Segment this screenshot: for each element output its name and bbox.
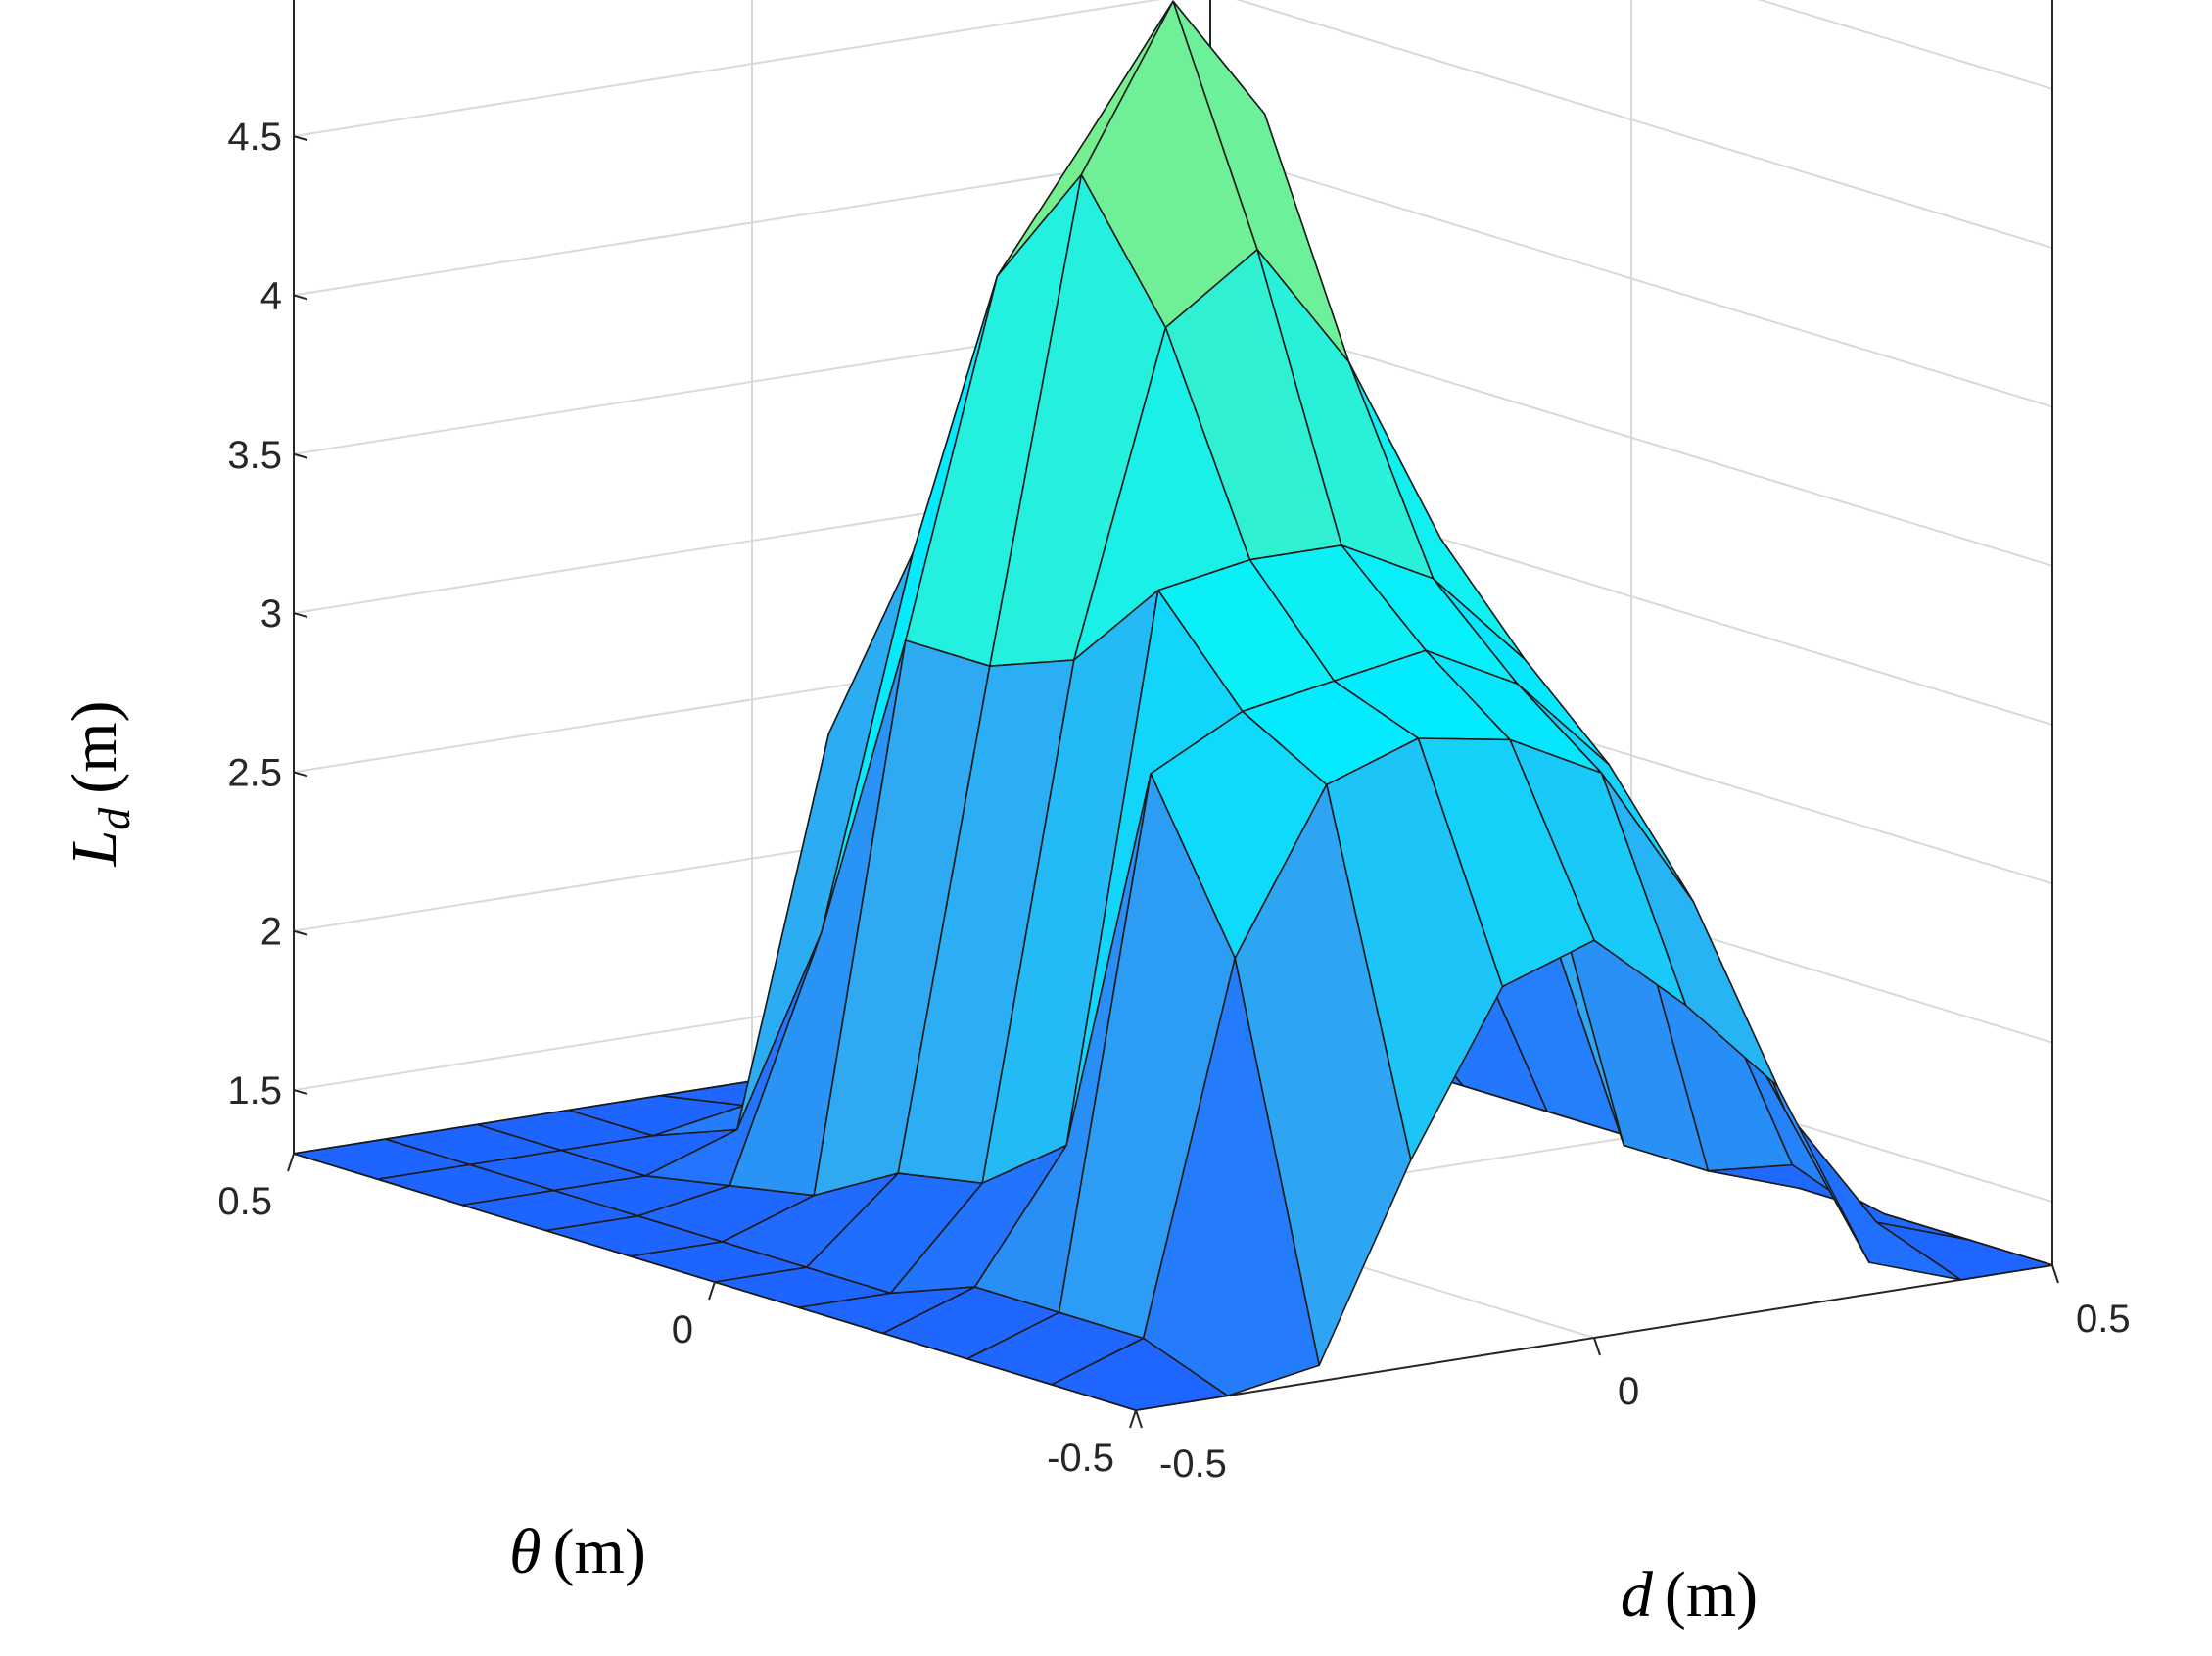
- d-tick-label: -0.5: [1159, 1443, 1227, 1486]
- theta-tick-label: 0: [672, 1308, 693, 1351]
- theta-axis-title: θ (m): [509, 1516, 646, 1587]
- z-tick-label: 4.5: [227, 116, 282, 159]
- z-grid-line: [293, 0, 2053, 250]
- z-tick-mark: [293, 929, 308, 936]
- d-tick-label: 0: [1618, 1370, 1639, 1413]
- z-tick-label: 3.5: [227, 434, 282, 477]
- d-tick-mark: [1135, 1409, 1143, 1429]
- z-tick-mark: [293, 135, 308, 142]
- theta-axis-title-symbol: θ: [509, 1516, 541, 1587]
- theta-tick-mark: [287, 1153, 295, 1172]
- z-tick-mark: [293, 294, 308, 301]
- d-tick-label: 0.5: [2076, 1298, 2131, 1341]
- d-tick-mark: [2051, 1264, 2059, 1284]
- theta-tick-label: -0.5: [1047, 1437, 1114, 1480]
- d-axis-ticks: -0.5 0 0.5: [1135, 1264, 2131, 1486]
- theta-axis-ticks: -0.5 0 0.5: [217, 1153, 1137, 1480]
- z-tick-mark: [293, 452, 308, 459]
- z-tick-label: 1.5: [227, 1069, 282, 1112]
- z-axis-title: Ld (m): [59, 700, 139, 867]
- z-tick-mark: [293, 1089, 308, 1096]
- theta-tick-label: 0.5: [217, 1180, 272, 1223]
- z-tick-label: 2.5: [227, 751, 282, 794]
- z-axis-ticks: 1.522.533.544.555.5: [227, 116, 308, 1112]
- d-tick-mark: [1593, 1337, 1601, 1356]
- theta-tick-mark: [1129, 1409, 1137, 1429]
- d-axis-title: d (m): [1621, 1559, 1758, 1631]
- z-tick-mark: [293, 612, 308, 619]
- surface-face: [1051, 1337, 1229, 1411]
- d-axis-title-symbol: d: [1621, 1559, 1654, 1631]
- z-axis-title-symbol: L: [59, 830, 130, 868]
- z-tick-label: 2: [260, 911, 282, 954]
- z-tick-label: 3: [260, 592, 282, 636]
- z-axis-title-unit: (m): [59, 700, 130, 793]
- theta-axis-title-unit: (m): [553, 1516, 646, 1587]
- z-tick-label: 4: [260, 274, 282, 317]
- surface: [293, 0, 2053, 1411]
- z-grid-line: [1757, 0, 2053, 90]
- z-tick-mark: [293, 771, 308, 778]
- d-axis-title-unit: (m): [1665, 1559, 1758, 1631]
- theta-tick-mark: [708, 1281, 716, 1301]
- z-axis-title-subscript: d: [89, 807, 139, 830]
